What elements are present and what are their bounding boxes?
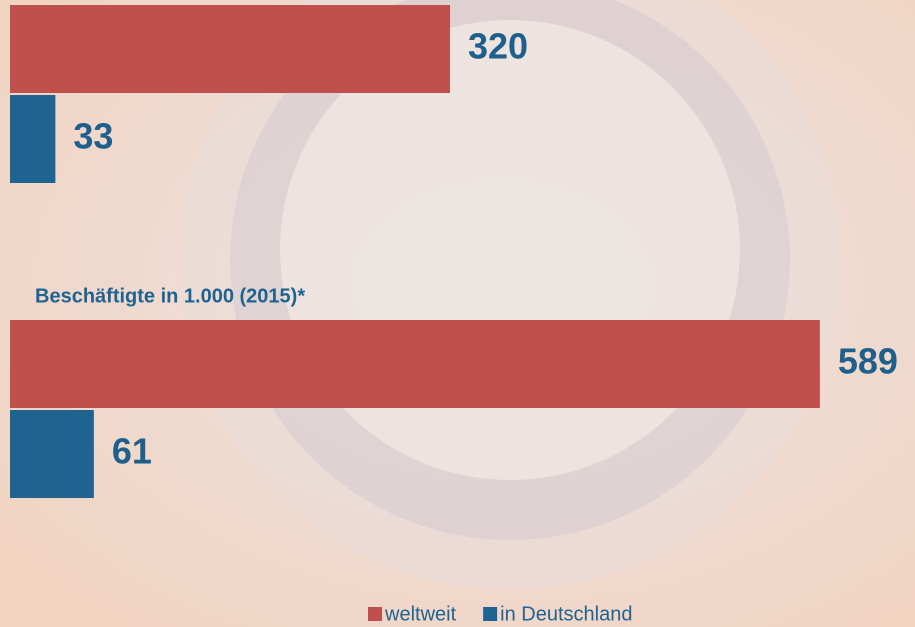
bar xyxy=(10,320,820,408)
value-label: 589 xyxy=(838,341,898,382)
value-label: 61 xyxy=(112,431,152,472)
legend-label: in Deutschland xyxy=(500,603,632,625)
bar xyxy=(10,5,450,93)
legend-label: weltweit xyxy=(384,603,457,625)
legend-swatch xyxy=(483,607,497,621)
value-label: 33 xyxy=(73,116,113,157)
bar xyxy=(10,410,94,498)
legend-swatch xyxy=(368,607,382,621)
value-label: 320 xyxy=(468,26,528,67)
group-title: Beschäftigte in 1.000 (2015)* xyxy=(35,285,305,307)
chart: 320 33 Beschäftigte in 1.000 (2015)* 589 61 w… xyxy=(0,0,915,627)
bar xyxy=(10,95,55,183)
page: 320 33 Beschäftigte in 1.000 (2015)* 589 61 w… xyxy=(0,0,915,627)
